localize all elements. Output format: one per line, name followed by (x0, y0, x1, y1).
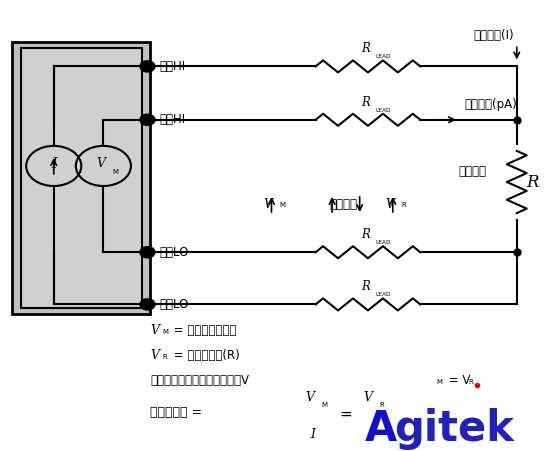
Text: 待测电阻: 待测电阻 (459, 165, 486, 178)
Text: V: V (363, 391, 372, 405)
Text: R: R (401, 202, 406, 208)
Text: 检测LO: 检测LO (160, 246, 189, 259)
Text: = 电阻器电压(R): = 电阻器电压(R) (170, 350, 240, 362)
Text: =: = (339, 407, 352, 422)
Text: R: R (162, 354, 167, 360)
Text: 由于检测电流可以忽略，所以V: 由于检测电流可以忽略，所以V (150, 374, 249, 387)
Text: R: R (361, 42, 370, 55)
Circle shape (140, 61, 155, 72)
Text: R: R (469, 379, 474, 385)
Text: 检测HI: 检测HI (160, 113, 186, 126)
Text: A: A (365, 408, 397, 451)
Text: R: R (527, 174, 539, 190)
Text: LEAD: LEAD (375, 108, 391, 113)
Text: gitek: gitek (394, 408, 514, 451)
Text: R: R (379, 402, 384, 408)
Text: 电源HI: 电源HI (160, 60, 186, 73)
Circle shape (140, 299, 155, 310)
Text: M: M (112, 169, 119, 175)
Text: R: R (361, 280, 370, 293)
Text: I: I (51, 157, 57, 171)
Text: V: V (150, 350, 159, 362)
Text: V: V (264, 198, 273, 211)
Text: = 仪表测量的电压: = 仪表测量的电压 (170, 324, 237, 337)
Text: I: I (368, 428, 373, 442)
Text: LEAD: LEAD (375, 292, 391, 297)
Text: LEAD: LEAD (375, 240, 391, 245)
Text: M: M (162, 329, 168, 335)
Text: M: M (322, 402, 327, 408)
Text: 检测电流(pA): 检测电流(pA) (464, 98, 517, 111)
Text: 测量的电阻 =: 测量的电阻 = (150, 406, 206, 419)
Text: R: R (361, 228, 370, 241)
Text: 引线电阻: 引线电阻 (329, 198, 357, 211)
Text: 电源LO: 电源LO (160, 298, 189, 311)
Text: V: V (96, 157, 106, 170)
Text: V: V (306, 391, 315, 405)
Text: = V: = V (444, 374, 470, 387)
Circle shape (140, 115, 155, 125)
Bar (12, 41, 150, 314)
Text: LEAD: LEAD (375, 54, 391, 59)
Text: M: M (437, 379, 443, 385)
Text: 测试电流(I): 测试电流(I) (474, 29, 514, 42)
Text: M: M (280, 202, 286, 208)
Text: I: I (310, 428, 315, 442)
Text: R: R (361, 96, 370, 109)
Text: V: V (150, 324, 159, 337)
Text: V: V (386, 198, 394, 211)
Bar (20, 47, 142, 308)
Circle shape (140, 247, 155, 258)
